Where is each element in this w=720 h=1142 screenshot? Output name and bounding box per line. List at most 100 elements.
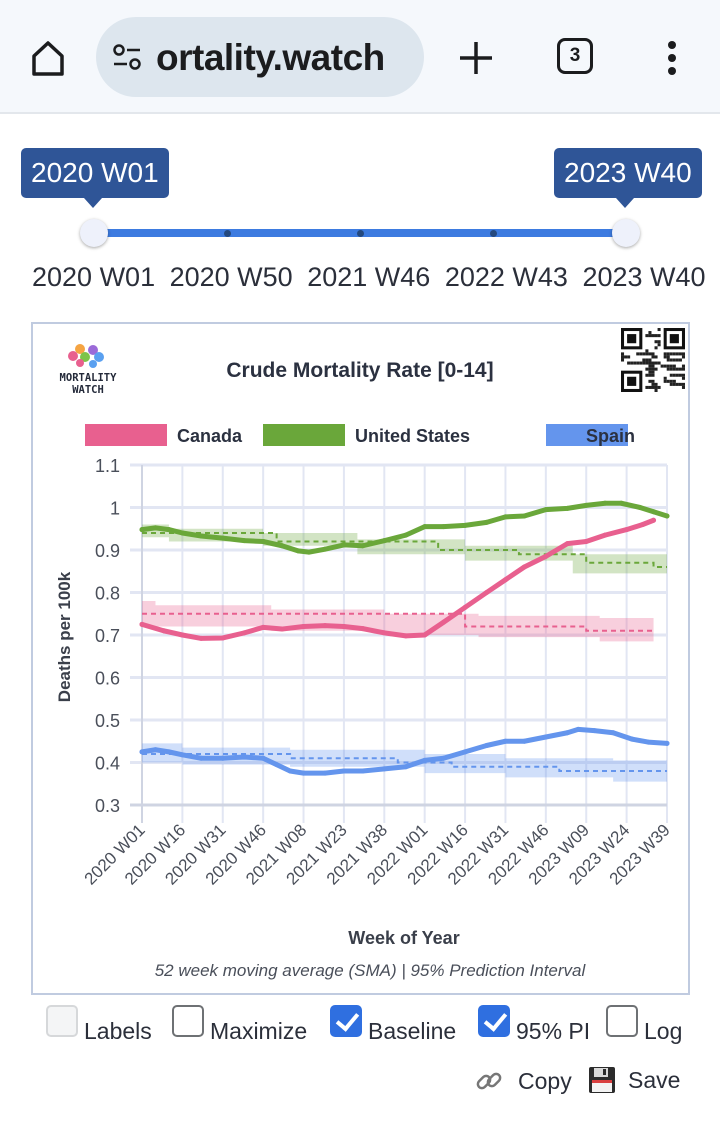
baseline-checkbox[interactable]	[330, 1005, 362, 1037]
data-point[interactable]	[322, 623, 328, 629]
data-point[interactable]	[360, 543, 366, 549]
data-point[interactable]	[441, 524, 447, 530]
option-95-pi[interactable]: 95% PI	[478, 1005, 590, 1044]
legend-label[interactable]: Canada	[177, 426, 243, 446]
data-point[interactable]	[629, 736, 635, 742]
data-point[interactable]	[564, 730, 570, 736]
data-point[interactable]	[322, 546, 328, 552]
data-point[interactable]	[166, 749, 172, 755]
data-point[interactable]	[322, 770, 328, 776]
new-tab-icon[interactable]	[456, 38, 496, 78]
tab-switcher-icon[interactable]: 3	[557, 38, 593, 74]
data-point[interactable]	[220, 535, 226, 541]
data-point[interactable]	[166, 527, 172, 533]
data-point[interactable]	[179, 752, 185, 758]
slider-start-handle[interactable]	[80, 219, 108, 247]
data-point[interactable]	[637, 505, 643, 510]
data-point[interactable]	[198, 755, 204, 761]
data-point[interactable]	[301, 770, 307, 776]
data-point[interactable]	[179, 530, 185, 536]
data-point[interactable]	[381, 630, 387, 636]
legend-swatch[interactable]	[263, 424, 345, 446]
save-button[interactable]: Save	[588, 1066, 680, 1094]
data-point[interactable]	[602, 532, 608, 538]
data-point[interactable]	[664, 513, 670, 519]
data-point[interactable]	[521, 564, 527, 570]
data-point[interactable]	[241, 630, 247, 636]
data-point[interactable]	[360, 768, 366, 774]
data-point[interactable]	[591, 728, 597, 734]
slider-end-handle[interactable]	[612, 219, 640, 247]
data-point[interactable]	[360, 626, 366, 632]
data-point[interactable]	[521, 513, 527, 519]
copy-button[interactable]: Copy	[474, 1066, 572, 1096]
data-point[interactable]	[441, 755, 447, 761]
data-point[interactable]	[651, 517, 657, 523]
data-point[interactable]	[139, 527, 145, 533]
data-point[interactable]	[575, 726, 581, 732]
data-point[interactable]	[260, 755, 266, 761]
data-point[interactable]	[341, 542, 347, 548]
data-point[interactable]	[543, 507, 549, 513]
site-settings-icon[interactable]	[112, 43, 142, 71]
data-point[interactable]	[602, 500, 608, 506]
data-point[interactable]	[295, 548, 301, 554]
data-point[interactable]	[422, 757, 428, 763]
legend-swatch[interactable]	[546, 424, 628, 446]
option-maximize[interactable]: Maximize	[172, 1005, 307, 1044]
data-point[interactable]	[241, 754, 247, 760]
labels-checkbox[interactable]	[46, 1005, 78, 1037]
data-point[interactable]	[583, 539, 589, 544]
data-point[interactable]	[441, 619, 447, 625]
data-point[interactable]	[543, 553, 549, 559]
data-point[interactable]	[403, 633, 409, 639]
legend-label[interactable]: United States	[355, 426, 470, 446]
data-point[interactable]	[521, 738, 527, 744]
data-point[interactable]	[161, 628, 167, 634]
data-point[interactable]	[502, 577, 508, 583]
data-point[interactable]	[152, 525, 158, 531]
data-point[interactable]	[484, 519, 490, 525]
data-point[interactable]	[341, 768, 347, 774]
data-point[interactable]	[341, 624, 347, 629]
url-text[interactable]: ortality.watch	[156, 37, 385, 78]
data-point[interactable]	[381, 538, 387, 544]
data-point[interactable]	[422, 632, 428, 638]
data-point[interactable]	[484, 590, 490, 595]
data-point[interactable]	[502, 514, 508, 520]
data-point[interactable]	[640, 522, 646, 527]
data-point[interactable]	[287, 768, 293, 774]
more-menu-icon[interactable]	[664, 40, 680, 76]
data-point[interactable]	[279, 626, 285, 632]
data-point[interactable]	[274, 762, 280, 768]
data-point[interactable]	[422, 524, 428, 530]
legend-swatch[interactable]	[85, 424, 167, 446]
data-point[interactable]	[564, 541, 570, 547]
data-point[interactable]	[279, 543, 285, 549]
data-point[interactable]	[260, 539, 266, 544]
option-labels[interactable]: Labels	[46, 1005, 152, 1044]
maximize-checkbox[interactable]	[172, 1005, 204, 1037]
data-point[interactable]	[610, 730, 616, 736]
data-point[interactable]	[645, 739, 651, 745]
option-log[interactable]: Log	[606, 1005, 682, 1044]
home-icon[interactable]	[28, 38, 68, 78]
data-point[interactable]	[502, 738, 508, 744]
data-point[interactable]	[241, 538, 247, 544]
pi-checkbox[interactable]	[478, 1005, 510, 1037]
data-point[interactable]	[651, 509, 657, 515]
data-point[interactable]	[462, 604, 468, 610]
data-point[interactable]	[139, 621, 145, 627]
data-point[interactable]	[403, 764, 409, 770]
data-point[interactable]	[220, 635, 226, 641]
data-point[interactable]	[198, 635, 204, 641]
data-point[interactable]	[306, 549, 312, 555]
data-point[interactable]	[198, 533, 204, 539]
data-point[interactable]	[152, 747, 158, 753]
data-point[interactable]	[220, 755, 226, 761]
log-checkbox[interactable]	[606, 1005, 638, 1037]
data-point[interactable]	[301, 624, 307, 629]
series-line-united-states[interactable]	[139, 500, 670, 555]
series-line-spain[interactable]	[139, 726, 670, 776]
data-point[interactable]	[564, 505, 570, 511]
